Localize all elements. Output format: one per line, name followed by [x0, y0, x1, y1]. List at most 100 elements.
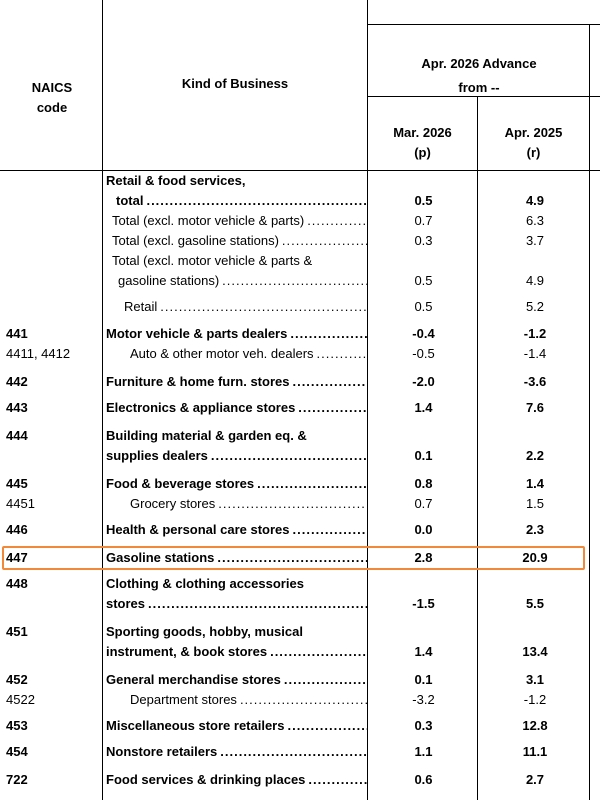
value-mar-2026: 0.5: [414, 299, 433, 314]
table-row: 443 Electronics & appliance stores 1.4 7.6: [0, 398, 600, 418]
table-row: 452 General merchandise stores 0.1 3.1: [0, 670, 600, 690]
table-row: Retail & food services,total 0.5 4.9: [0, 171, 600, 211]
table-row: 4522 Department stores -3.2 -1.2: [0, 690, 600, 710]
kind-of-business: General merchandise stores: [106, 670, 368, 690]
kind-of-business: Total (excl. gasoline stations): [106, 231, 368, 251]
naics-code: 4522: [6, 692, 35, 707]
naics-code: 4451: [6, 496, 35, 511]
divider: [102, 0, 103, 800]
value-apr-2025: 11.1: [522, 744, 548, 759]
table-row: 722 Food services & drinking places 0.6 2.7: [0, 770, 600, 790]
value-mar-2026: 0.1: [414, 448, 433, 463]
divider: [367, 96, 600, 97]
table-row: 4451 Grocery stores 0.7 1.5: [0, 494, 600, 514]
value-apr-2025: 2.7: [525, 772, 545, 787]
value-apr-2025: -1.2: [523, 326, 547, 341]
naics-code: 452: [6, 672, 28, 687]
kind-of-business: Clothing & clothing accessories stores: [106, 574, 368, 614]
value-mar-2026: 0.5: [414, 273, 433, 288]
table-row: Total (excl. gasoline stations) 0.3 3.7: [0, 231, 600, 251]
table-row: Total (excl. motor vehicle & parts) 0.7 6.…: [0, 211, 600, 231]
value-apr-2025: 4.9: [525, 193, 545, 208]
value-mar-2026: 0.6: [414, 772, 433, 787]
value-apr-2025: 6.3: [525, 213, 545, 228]
value-apr-2025: -1.4: [523, 346, 547, 361]
kind-of-business: Nonstore retailers: [106, 742, 368, 762]
naics-code: 443: [6, 400, 28, 415]
value-apr-2025: 1.4: [525, 476, 545, 491]
header-apr-2025: Apr. 2025 (r): [504, 125, 563, 160]
naics-code: 444: [6, 428, 28, 443]
divider: [0, 170, 600, 171]
value-apr-2025: 5.5: [525, 596, 545, 611]
kind-of-business: Electronics & appliance stores: [106, 398, 368, 418]
value-mar-2026: 0.1: [414, 672, 433, 687]
naics-code: 454: [6, 744, 28, 759]
naics-code: 441: [6, 326, 28, 341]
kind-of-business: Total (excl. motor vehicle & parts): [106, 211, 368, 231]
kind-of-business: Gasoline stations: [106, 548, 368, 568]
table-row: 453 Miscellaneous store retailers 0.3 12.8: [0, 716, 600, 736]
naics-code: 442: [6, 374, 28, 389]
table-row: 442 Furniture & home furn. stores -2.0 -3.6: [0, 372, 600, 392]
value-apr-2025: 13.4: [522, 644, 548, 659]
header-kind-of-business: Kind of Business: [181, 76, 289, 91]
naics-code: 445: [6, 476, 28, 491]
divider: [477, 96, 478, 800]
value-mar-2026: 0.0: [414, 522, 433, 537]
table-row: Retail 0.5 5.2: [0, 297, 600, 317]
kind-of-business: Furniture & home furn. stores: [106, 372, 368, 392]
value-apr-2025: 5.2: [525, 299, 545, 314]
value-mar-2026: 1.4: [414, 400, 433, 415]
value-mar-2026: 1.1: [414, 744, 433, 759]
kind-of-business: Total (excl. motor vehicle & parts & gaso…: [106, 251, 368, 291]
kind-of-business: Retail & food services, total: [106, 171, 368, 211]
value-mar-2026: 0.3: [414, 718, 433, 733]
value-apr-2025: 7.6: [525, 400, 545, 415]
value-mar-2026: -0.4: [412, 326, 435, 341]
divider: [367, 24, 600, 25]
table-row: 451 Sporting goods, hobby, musical instrum…: [0, 622, 600, 662]
kind-of-business: Food & beverage stores: [106, 474, 368, 494]
value-mar-2026: -0.5: [412, 346, 435, 361]
table-row: 445 Food & beverage stores 0.8 1.4: [0, 474, 600, 494]
naics-code: 4411, 4412: [6, 346, 71, 361]
value-apr-2025: 3.7: [525, 233, 545, 248]
kind-of-business: Grocery stores: [106, 494, 368, 514]
value-mar-2026: 2.8: [414, 550, 433, 565]
kind-of-business: Sporting goods, hobby, musical instrument…: [106, 622, 368, 662]
kind-of-business: Building material & garden eq. & supplies…: [106, 426, 368, 466]
naics-code: 451: [6, 624, 28, 639]
value-apr-2025: -3.6: [523, 374, 547, 389]
table-row: 454 Nonstore retailers 1.1 11.1: [0, 742, 600, 762]
naics-code: 446: [6, 522, 28, 537]
value-apr-2025: 1.5: [525, 496, 545, 511]
naics-code: 447: [6, 550, 28, 565]
value-apr-2025: 2.2: [525, 448, 545, 463]
value-apr-2025: 20.9: [522, 550, 548, 565]
table-row: Total (excl. motor vehicle & parts & gaso…: [0, 251, 600, 291]
table-row: 444 Building material & garden eq. & suppl…: [0, 426, 600, 466]
kind-of-business: Miscellaneous store retailers: [106, 716, 368, 736]
value-mar-2026: 1.4: [414, 644, 433, 659]
kind-of-business: Motor vehicle & parts dealers: [106, 324, 368, 344]
header-apr-2026-advance: Apr. 2026 Advance from --: [421, 56, 537, 95]
table-row: 4411, 4412 Auto & other motor veh. dealer…: [0, 344, 600, 364]
kind-of-business: Health & personal care stores: [106, 520, 368, 540]
value-mar-2026: 0.8: [414, 476, 433, 491]
value-mar-2026: -1.5: [412, 596, 435, 611]
value-apr-2025: 2.3: [525, 522, 545, 537]
table-row: 446 Health & personal care stores 0.0 2.3: [0, 520, 600, 540]
header-mar-2026: Mar. 2026 (p): [393, 125, 452, 160]
value-apr-2025: -1.2: [523, 692, 547, 707]
value-mar-2026: 0.5: [414, 193, 433, 208]
value-apr-2025: 3.1: [525, 672, 545, 687]
table-row: 441 Motor vehicle & parts dealers -0.4 -1.2: [0, 324, 600, 344]
kind-of-business: Department stores: [106, 690, 368, 710]
value-mar-2026: 0.7: [414, 213, 433, 228]
kind-of-business: Auto & other motor veh. dealers: [106, 344, 368, 364]
table-row: 447 Gasoline stations 2.8 20.9: [0, 548, 600, 568]
header-naics-code: NAICS code: [31, 80, 73, 115]
divider: [589, 24, 590, 800]
